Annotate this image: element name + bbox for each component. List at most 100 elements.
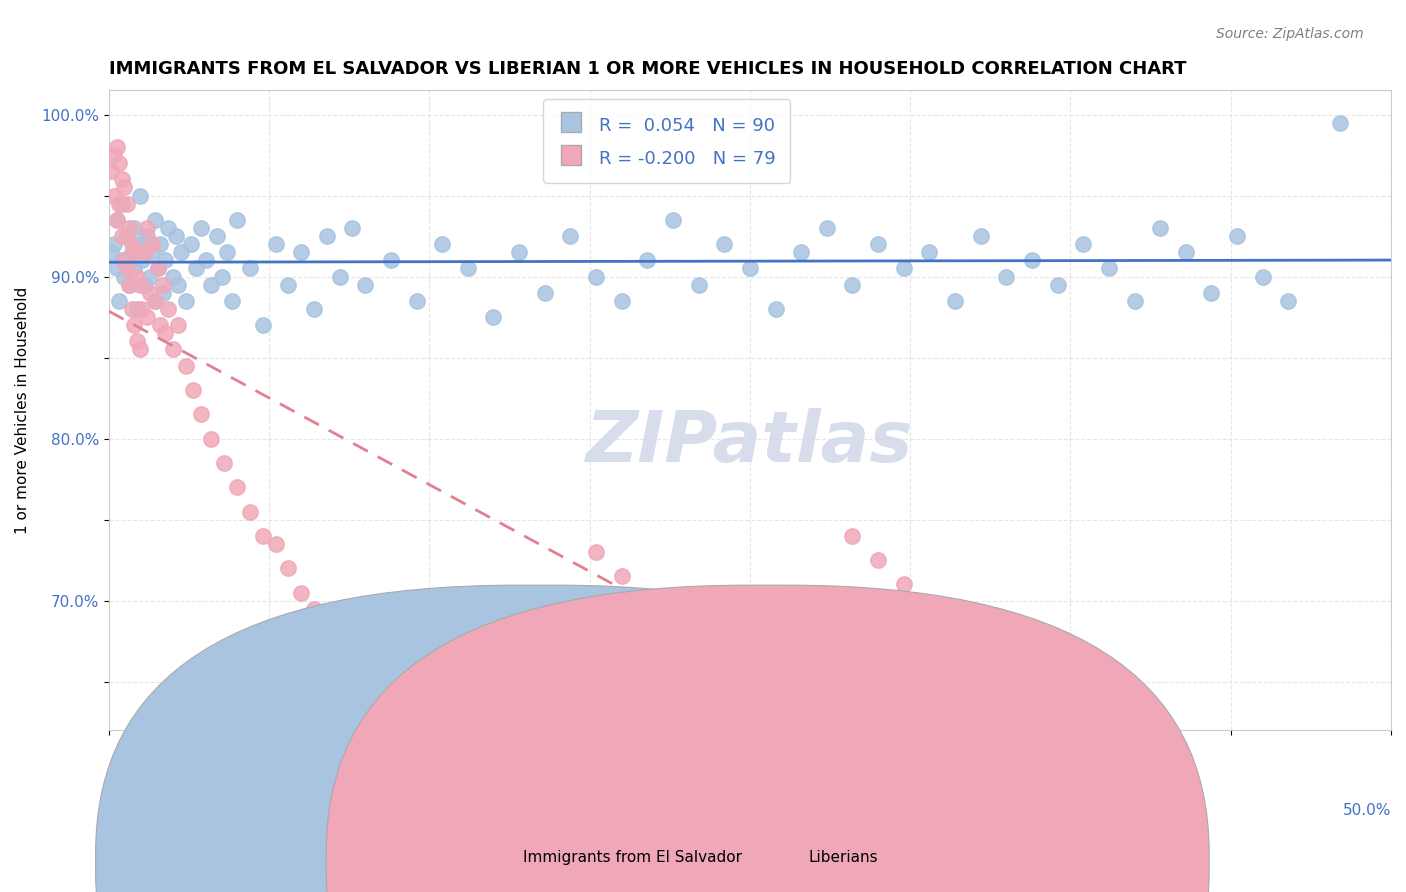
Point	[815, 747, 838, 762]
Point	[165, 229, 187, 244]
Point	[790, 245, 813, 260]
Point	[118, 277, 141, 292]
Text: IMMIGRANTS FROM EL SALVADOR VS LIBERIAN 1 OR MORE VEHICLES IN HOUSEHOLD CORRELAT: IMMIGRANTS FROM EL SALVADOR VS LIBERIAN …	[108, 60, 1187, 78]
Point	[354, 277, 377, 292]
Point	[134, 245, 156, 260]
Point	[143, 293, 166, 308]
Point	[134, 277, 156, 292]
Point	[482, 310, 505, 324]
Point	[610, 569, 633, 583]
Point	[200, 277, 222, 292]
Point	[200, 432, 222, 446]
Point	[221, 293, 243, 308]
Point	[688, 277, 710, 292]
Point	[918, 601, 941, 615]
Point	[239, 504, 262, 518]
Text: Source: ZipAtlas.com: Source: ZipAtlas.com	[1216, 27, 1364, 41]
Point	[155, 253, 177, 268]
Point	[1201, 285, 1223, 300]
Point	[124, 318, 146, 333]
Point	[533, 706, 555, 721]
Text: Liberians: Liberians	[808, 850, 879, 865]
Point	[405, 293, 427, 308]
Point	[918, 245, 941, 260]
Point	[342, 221, 364, 235]
Point	[118, 221, 141, 235]
Point	[124, 261, 146, 276]
Point	[152, 285, 174, 300]
Point	[995, 674, 1018, 689]
Point	[841, 277, 863, 292]
Point	[1123, 293, 1146, 308]
Point	[662, 618, 685, 632]
Point	[560, 731, 582, 746]
Point	[128, 277, 150, 292]
Point	[457, 715, 479, 730]
Point	[841, 529, 863, 543]
Point	[112, 180, 135, 194]
Point	[970, 650, 993, 665]
Point	[482, 723, 505, 738]
Point	[108, 293, 131, 308]
Point	[169, 245, 191, 260]
Point	[893, 261, 915, 276]
Point	[713, 666, 735, 681]
Point	[128, 188, 150, 202]
Point	[211, 269, 233, 284]
Point	[124, 245, 146, 260]
Point	[688, 642, 710, 657]
Point	[184, 261, 207, 276]
Text: Immigrants from El Salvador: Immigrants from El Salvador	[523, 850, 742, 865]
Point	[167, 277, 190, 292]
Point	[995, 269, 1018, 284]
Point	[302, 301, 325, 316]
Point	[118, 277, 141, 292]
Point	[103, 188, 125, 202]
Point	[167, 318, 190, 333]
Legend: R =  0.054   N = 90, R = -0.200   N = 79: R = 0.054 N = 90, R = -0.200 N = 79	[543, 99, 790, 183]
Point	[508, 674, 530, 689]
Point	[136, 221, 159, 235]
Point	[943, 293, 966, 308]
Point	[212, 456, 235, 470]
Point	[662, 213, 685, 227]
Point	[100, 164, 122, 178]
Text: 50.0%: 50.0%	[1343, 803, 1391, 818]
Point	[457, 261, 479, 276]
Point	[156, 301, 179, 316]
Point	[585, 269, 607, 284]
Point	[264, 237, 287, 252]
Point	[636, 593, 658, 607]
Point	[105, 213, 128, 227]
Point	[264, 537, 287, 551]
FancyBboxPatch shape	[326, 585, 1209, 892]
Point	[290, 245, 312, 260]
Point	[943, 626, 966, 640]
Point	[560, 229, 582, 244]
Point	[868, 237, 890, 252]
Point	[636, 253, 658, 268]
Point	[128, 343, 150, 357]
Point	[1277, 293, 1299, 308]
Point	[405, 682, 427, 697]
Point	[790, 731, 813, 746]
Point	[329, 642, 352, 657]
Point	[152, 277, 174, 292]
Point	[893, 577, 915, 591]
Point	[121, 237, 143, 252]
FancyBboxPatch shape	[96, 585, 979, 892]
Point	[115, 196, 138, 211]
Point	[1021, 253, 1043, 268]
Point	[139, 269, 162, 284]
Point	[108, 196, 131, 211]
Point	[125, 334, 148, 349]
Point	[111, 196, 134, 211]
Text: 0.0%: 0.0%	[108, 803, 148, 818]
Point	[149, 237, 172, 252]
Point	[713, 237, 735, 252]
Point	[215, 245, 238, 260]
Point	[868, 553, 890, 567]
Point	[738, 261, 761, 276]
Point	[141, 237, 163, 252]
Point	[226, 480, 249, 494]
